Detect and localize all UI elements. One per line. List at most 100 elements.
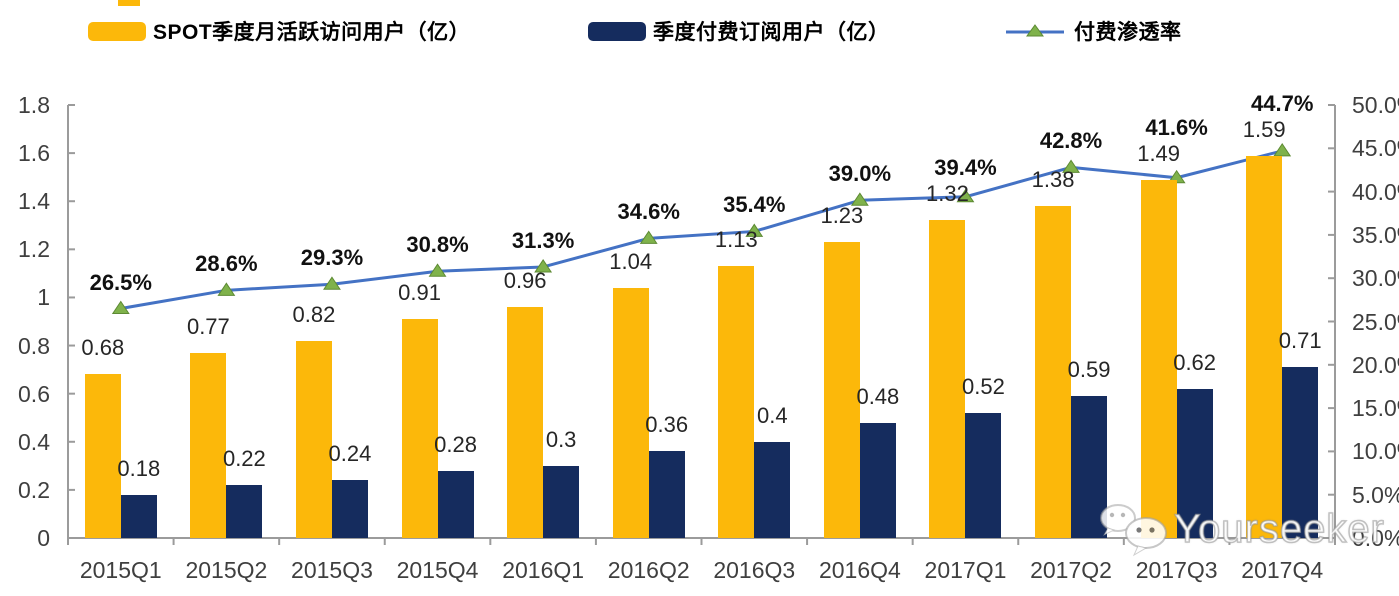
penetration-label: 35.4% [723, 192, 786, 218]
left-axis-tick-label: 0.8 [18, 332, 50, 359]
left-axis-tick-label: 1.8 [18, 92, 50, 118]
clipped-artifact [118, 0, 140, 6]
right-axis-tick-label: 20.0% [1352, 351, 1399, 378]
penetration-label: 30.8% [406, 232, 469, 258]
mau-value-label: 0.96 [503, 268, 547, 294]
mau-value-label: 1.23 [820, 203, 864, 229]
right-axis-tick-label: 15.0% [1352, 395, 1399, 422]
penetration-marker-icon [745, 223, 764, 237]
x-axis-label-2015Q4: 2015Q4 [396, 557, 479, 583]
penetration-marker-icon [1273, 142, 1292, 157]
subscribers-value-label: 0.59 [1067, 357, 1111, 383]
watermark-text: Yourseeker [1173, 506, 1385, 552]
left-axis-tick-label: 1.4 [18, 188, 50, 215]
mau-bar-swatch [88, 21, 146, 41]
bar-subscribers-2015Q1 [120, 494, 157, 538]
subscribers-value-label: 0.22 [222, 446, 266, 472]
penetration-label: 26.5% [89, 269, 152, 295]
bar-mau-2017Q3 [1140, 179, 1177, 538]
x-axis-label-2015Q2: 2015Q2 [185, 557, 268, 583]
bar-subscribers-2017Q4 [1282, 367, 1319, 538]
right-axis-tick-label: 30.0% [1352, 265, 1399, 292]
right-axis-tick-label: 10.0% [1352, 438, 1399, 465]
penetration-label: 44.7% [1251, 90, 1314, 116]
bar-mau-2016Q3 [718, 266, 755, 538]
penetration-marker-icon [850, 192, 869, 206]
x-axis-label-2016Q4: 2016Q4 [818, 557, 901, 583]
subscribers-value-label: 0.24 [328, 441, 372, 467]
bar-mau-2016Q1 [507, 307, 544, 538]
subscribers-value-label: 0.4 [756, 402, 788, 428]
bar-subscribers-2017Q1 [965, 412, 1002, 538]
watermark: Yourseeker [1096, 500, 1385, 558]
right-axis-tick-label: 5.0% [1352, 481, 1399, 508]
mau-value-label: 1.13 [714, 227, 758, 253]
penetration-line [120, 149, 1283, 310]
subscribers-value-label: 0.36 [645, 412, 689, 438]
subscribers-value-label: 0.62 [1173, 349, 1217, 375]
bar-mau-2015Q1 [84, 374, 121, 538]
legend-item-mau[interactable]: SPOT季度月活跃访问用户（亿） [88, 16, 470, 46]
penetration-marker-icon [956, 188, 975, 203]
penetration-line-swatch [1006, 23, 1064, 39]
legend-label-subscribers: 季度付费订阅用户（亿） [653, 21, 890, 44]
penetration-marker-icon [217, 282, 236, 296]
x-axis-label-2017Q4: 2017Q4 [1241, 557, 1324, 583]
left-axis-tick-label: 1.2 [18, 236, 50, 263]
bar-subscribers-2015Q4 [437, 470, 474, 538]
line-marker-sample-icon [1006, 24, 1064, 37]
mau-value-label: 0.82 [292, 301, 336, 327]
mau-value-label: 0.91 [398, 280, 441, 306]
bar-mau-2017Q4 [1246, 155, 1283, 538]
bar-mau-2016Q4 [823, 242, 860, 538]
right-axis-tick-label: 50.0% [1352, 92, 1399, 118]
bar-mau-2016Q2 [612, 287, 649, 538]
penetration-marker-icon [111, 300, 130, 315]
penetration-label: 41.6% [1145, 114, 1208, 140]
bar-subscribers-2017Q3 [1176, 388, 1213, 538]
penetration-label: 28.6% [195, 251, 258, 277]
mau-value-label: 1.49 [1137, 140, 1181, 166]
bar-subscribers-2016Q3 [754, 441, 791, 538]
wechat-icon [1100, 504, 1167, 557]
bar-mau-2017Q2 [1035, 206, 1072, 538]
subscribers-value-label: 0.3 [545, 426, 577, 452]
penetration-label: 34.6% [617, 199, 680, 225]
subscribers-value-label: 0.48 [856, 383, 900, 409]
right-axis-tick-label: 25.0% [1352, 308, 1399, 335]
x-axis-label-2016Q3: 2016Q3 [713, 557, 796, 583]
right-axis-tick-label: 35.0% [1352, 221, 1399, 248]
penetration-label: 42.8% [1039, 128, 1103, 154]
penetration-label: 39.4% [934, 155, 997, 181]
mau-value-label: 0.77 [186, 313, 230, 339]
subscribers-value-label: 0.18 [117, 455, 161, 481]
bar-mau-2015Q3 [295, 340, 332, 538]
x-axis-label-2015Q3: 2015Q3 [291, 557, 373, 583]
penetration-marker-icon [1062, 159, 1080, 173]
x-axis-label-2017Q1: 2017Q1 [924, 557, 1007, 583]
penetration-label: 31.3% [511, 227, 575, 253]
subscribers-value-label: 0.71 [1278, 328, 1322, 354]
penetration-marker-icon [428, 263, 447, 277]
penetration-marker-icon [639, 230, 658, 244]
left-axis-tick-label: 0.2 [18, 476, 50, 503]
left-axis-tick-label: 0.4 [18, 428, 50, 455]
bar-subscribers-2015Q3 [331, 480, 368, 538]
right-axis-tick-label: 45.0% [1352, 135, 1399, 162]
legend-label-penetration: 付费渗透率 [1074, 21, 1182, 44]
legend-item-penetration[interactable]: 付费渗透率 [1006, 16, 1182, 46]
x-axis-label-2017Q2: 2017Q2 [1030, 557, 1112, 583]
bar-subscribers-2016Q2 [648, 451, 685, 538]
penetration-marker-icon [534, 259, 553, 273]
legend-item-subscribers[interactable]: 季度付费订阅用户（亿） [588, 16, 890, 46]
bar-mau-2015Q4 [401, 319, 438, 538]
penetration-label: 29.3% [300, 245, 364, 271]
penetration-label: 39.0% [828, 161, 892, 187]
right-axis-tick-label: 40.0% [1352, 178, 1399, 205]
subscribers-value-label: 0.28 [434, 431, 477, 457]
x-axis-label-2015Q1: 2015Q1 [79, 557, 162, 583]
left-axis-tick-label: 1.6 [18, 140, 50, 167]
x-axis-label-2017Q3: 2017Q3 [1135, 557, 1218, 583]
